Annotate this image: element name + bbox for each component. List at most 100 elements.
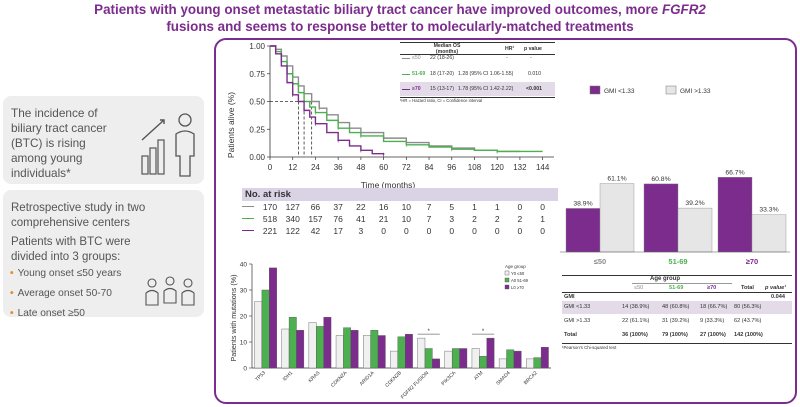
mut-bar [486, 337, 495, 369]
mut-bar [526, 358, 534, 369]
mut-category-label: ATM [473, 370, 484, 381]
risk-cell: 0 [494, 226, 500, 236]
risk-table: 170 127 66 37 22 16 10 7 5 1 1 0 0 518 340 157 76 41 21 10 7… [242, 201, 558, 237]
gmi-bar [643, 183, 679, 253]
km-xtick: 108 [468, 163, 482, 172]
gmi-col-1: ≤50 [634, 285, 644, 291]
mut-bar [281, 328, 290, 369]
gmi-cell: 62 (43.7%) [734, 318, 762, 324]
km-xtick: 0 [268, 163, 273, 172]
risk-cell: 1 [472, 202, 477, 212]
mut-category-label: PIK3CA [440, 370, 457, 387]
risk-cell: 41 [356, 214, 366, 224]
gmi-cell: 48 (60.8%) [662, 304, 690, 310]
mut-bar [323, 317, 332, 369]
km-xtick: 60 [379, 163, 388, 172]
risk-cell: 22 [356, 202, 366, 212]
gmi-data-label: 61.1% [607, 176, 626, 183]
risk-cell: 221 [262, 226, 278, 236]
km-footnote: ¹HR = Hazard ratio, CI = Confidence inte… [400, 98, 483, 103]
gmi-row-label: GMI <1.33 [564, 304, 591, 310]
km-ytick: 1.00 [249, 42, 265, 51]
mut-ytick: 40 [240, 262, 248, 269]
mut-bar [316, 326, 324, 369]
risk-cell: 5 [449, 202, 455, 212]
risk-cell: 0 [517, 202, 523, 212]
mut-bar [254, 301, 263, 369]
km-row-1: ≤50 22 (18-26) - - [400, 55, 555, 67]
title-line1: Patients with young onset metastatic bil… [94, 2, 662, 17]
risk-row-swatch [242, 218, 254, 219]
mut-legend-swatch [504, 277, 510, 283]
mut-ytick: 10 [240, 340, 248, 347]
mut-bar [451, 348, 460, 369]
gmi-bar [717, 177, 753, 253]
risk-cell: 170 [262, 202, 278, 212]
mut-bar [404, 333, 413, 369]
risk-row-swatch [242, 206, 254, 207]
mut-legend-label: L0 ≥70 [511, 285, 524, 290]
mut-bar [506, 349, 515, 369]
os-header: Median OS (months) [433, 43, 461, 55]
gmi-bar [751, 214, 787, 253]
risk-title: No. at risk [245, 189, 291, 200]
km-ylabel: Patients alive (%) [226, 92, 236, 158]
groups-text: Patients with BTC were divided into 3 gr… [11, 236, 131, 263]
gmi-table-row: Total 36 (100%) 79 (100%) 27 (100%) 142 (100… [562, 329, 792, 342]
mut-category-label: SMAD4 [495, 370, 512, 387]
km-xtick: 120 [491, 163, 505, 172]
gmi-table: Age group ≤50 51-69 ≥70 Total p value¹ G… [562, 275, 792, 375]
km-plot: Patients alive (%) 1.00 0.75 0.50 0.25 0.000… [226, 42, 554, 190]
gmi-legend-swatch [589, 85, 601, 95]
significance-star: * [428, 329, 431, 335]
km-row-2: 51-69 18 (17-20) 1.28 (95% CI 1.06-1.55)… [400, 67, 555, 82]
gmi-cell: 9 (33.3%) [700, 318, 725, 324]
mut-ytick: 30 [240, 288, 248, 295]
risk-cell: 42 [310, 226, 321, 236]
bullet-young: • Young onset ≤50 years [10, 268, 122, 279]
mut-bar [498, 358, 507, 369]
gmi-data-label: 39.2% [685, 200, 704, 207]
mut-ytick: 0 [243, 366, 247, 373]
risk-cell: 127 [285, 202, 300, 212]
mut-bar [343, 327, 352, 369]
title-line2: fusions and seems to response better to … [166, 19, 634, 34]
title-italic: FGFR2 [661, 2, 706, 17]
gmi-cell: 79 (100%) [662, 332, 688, 338]
km-series-≥70 [270, 45, 385, 155]
mut-category-label: IDH1 [282, 370, 294, 382]
risk-row-swatch [242, 230, 254, 231]
mut-bar [479, 356, 487, 369]
gmi-col-2: 51-69 [669, 285, 684, 291]
gmi-data-label: 66.7% [725, 169, 744, 176]
gmi-cell: 31 (39.2%) [662, 318, 690, 324]
gmi-bar [677, 207, 713, 253]
mut-category-label: ARID1A [359, 370, 376, 387]
gmi-category-label: 51-69 [668, 257, 687, 266]
page-title: Patients with young onset metastatic bil… [0, 1, 800, 35]
mut-bar [444, 350, 453, 369]
mut-legend-swatch [504, 270, 510, 276]
risk-cell: 0 [540, 226, 545, 236]
mut-bar [308, 322, 317, 369]
km-xtick: 36 [334, 163, 343, 172]
km-ytick: 0.00 [249, 153, 265, 162]
risk-row: 170 127 66 37 22 16 10 7 5 1 1 0 0 [242, 201, 558, 213]
mut-bar [459, 348, 468, 369]
gmi-data-label: 60.8% [651, 176, 670, 183]
mut-bar [424, 348, 433, 369]
risk-cell: 2 [494, 214, 500, 224]
risk-cell: 10 [401, 214, 412, 224]
gmi-group-header: Age group [650, 276, 680, 282]
gmi-bar [565, 208, 601, 253]
gmi-cell: 80 (56.3%) [734, 304, 762, 310]
km-series-≤50 [270, 45, 520, 153]
gmi-category-label: ≥70 [746, 257, 758, 266]
km-ytick: 0.25 [249, 125, 265, 134]
gmi-cell: 142 (100%) [734, 332, 763, 338]
gmi-legend-swatch [665, 85, 677, 95]
km-xtick: 12 [288, 163, 297, 172]
gmi-row-label: GMI >1.33 [564, 318, 591, 324]
mut-category-label: CDKN2A [330, 370, 349, 389]
gmi-footnote: ¹Pearson's Chi-squared test [562, 345, 617, 350]
